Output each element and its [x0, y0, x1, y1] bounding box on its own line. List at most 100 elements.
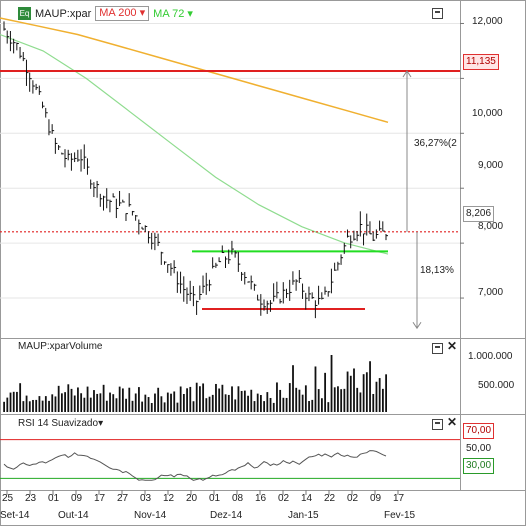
volume-bar: [157, 387, 160, 412]
volume-bar: [121, 388, 124, 412]
minimize-icon[interactable]: [432, 8, 443, 19]
volume-bar: [186, 388, 188, 412]
price-axis-label: 10,000: [472, 108, 503, 119]
volume-panel-title[interactable]: MAUP:xparVolume: [18, 341, 103, 352]
time-axis-day: 25: [2, 493, 14, 504]
volume-bar: [378, 378, 381, 412]
volume-bar: [314, 366, 317, 412]
time-axis-day: 14: [301, 493, 313, 504]
volume-bar: [205, 398, 208, 412]
minimize-icon[interactable]: [432, 419, 443, 430]
time-axis-month: Set-14: [0, 510, 30, 521]
volume-bar: [362, 374, 365, 412]
volume-bar: [208, 396, 211, 412]
volume-bar: [295, 387, 298, 412]
volume-bar: [192, 401, 195, 412]
volume-bar: [125, 398, 127, 412]
volume-bar: [118, 386, 121, 412]
volume-bar: [346, 371, 349, 412]
ma200-indicator[interactable]: MA 200 ▾: [95, 6, 150, 21]
price-axis-label: 8,000: [478, 221, 504, 232]
volume-bar: [51, 394, 54, 412]
volume-bar: [109, 392, 111, 412]
minimize-icon[interactable]: [432, 343, 443, 354]
volume-bar: [353, 368, 355, 412]
time-axis-month: Dez-14: [210, 510, 243, 521]
volume-bar: [279, 389, 282, 412]
volume-bar: [115, 398, 118, 412]
volume-bar: [141, 401, 144, 412]
volume-bar: [385, 374, 387, 412]
price-axis-label: 7,000: [478, 287, 504, 298]
arrow-head-down: [412, 321, 422, 330]
time-axis-day: 03: [140, 493, 152, 504]
arrow-head-up: [402, 70, 412, 78]
volume-bar: [134, 393, 137, 412]
volume-bar: [54, 396, 57, 412]
logo-icon: Eq: [18, 7, 31, 20]
time-axis-day: 22: [324, 493, 336, 504]
ma72-indicator[interactable]: MA 72 ▾: [153, 7, 193, 20]
volume-bar: [189, 386, 192, 412]
rsi-title-text: RSI 14 Suavizado: [18, 418, 99, 429]
volume-bar: [327, 402, 330, 412]
volume-bar: [269, 397, 272, 412]
volume-bar: [77, 387, 79, 412]
volume-bar: [128, 387, 131, 412]
volume-bar: [154, 393, 156, 412]
volume-bar: [199, 386, 201, 412]
volume-bar: [311, 399, 314, 412]
close-icon[interactable]: ✕: [447, 415, 458, 429]
volume-bar: [215, 383, 217, 412]
volume-bar: [253, 401, 256, 412]
volume-bar: [99, 393, 102, 412]
price-axis-label: 9,000: [478, 160, 504, 171]
down-move-annotation: 18,13%: [420, 265, 454, 276]
rsi-level-50: 50,00: [466, 443, 492, 454]
up-move-annotation: 36,27%(2: [414, 138, 457, 149]
volume-bar: [93, 390, 95, 412]
volume-bar: [343, 388, 346, 412]
volume-bar: [337, 386, 339, 412]
volume-bar: [324, 372, 327, 412]
volume-bar: [211, 394, 214, 412]
volume-bar: [224, 394, 227, 412]
volume-bar: [298, 389, 301, 412]
volume-bar: [256, 393, 259, 412]
volume-bar: [381, 388, 384, 412]
ma72-label: MA 72: [153, 8, 185, 20]
chevron-down-icon: ▾: [98, 418, 104, 429]
volume-bar: [282, 397, 285, 412]
chart-header: Eq MAUP:xpar MA 200 ▾ MA 72 ▾: [18, 6, 193, 21]
volume-bar: [105, 400, 108, 412]
symbol-label[interactable]: MAUP:xpar: [35, 7, 92, 20]
volume-bar: [288, 383, 291, 412]
volume-bar: [19, 383, 22, 412]
volume-bar: [41, 400, 44, 412]
volume-bar: [369, 361, 371, 412]
volume-bar: [356, 387, 359, 412]
volume-bar: [6, 397, 9, 412]
close-icon[interactable]: ✕: [447, 339, 458, 353]
time-axis-day: 20: [186, 493, 198, 504]
volume-bar: [227, 394, 230, 412]
time-axis-day: 02: [278, 493, 290, 504]
rsi-line: [3, 450, 387, 481]
volume-bar: [138, 387, 140, 412]
volume-bar: [70, 388, 73, 412]
rsi-panel-title[interactable]: RSI 14 Suavizado▾: [18, 418, 103, 430]
volume-bar: [144, 394, 147, 412]
time-axis-month: Nov-14: [134, 510, 167, 521]
time-axis-day: 16: [255, 493, 267, 504]
volume-bar: [285, 397, 288, 412]
time-axis-day: 17: [393, 493, 405, 504]
volume-bar: [349, 375, 352, 412]
volume-bar: [218, 388, 221, 412]
volume-bar: [80, 393, 83, 412]
volume-bar: [22, 401, 25, 412]
volume-axis-label: 500.000: [478, 380, 515, 391]
volume-bar: [179, 386, 182, 412]
rsi-level-70: 70,00: [463, 423, 495, 439]
volume-bar: [320, 398, 323, 412]
